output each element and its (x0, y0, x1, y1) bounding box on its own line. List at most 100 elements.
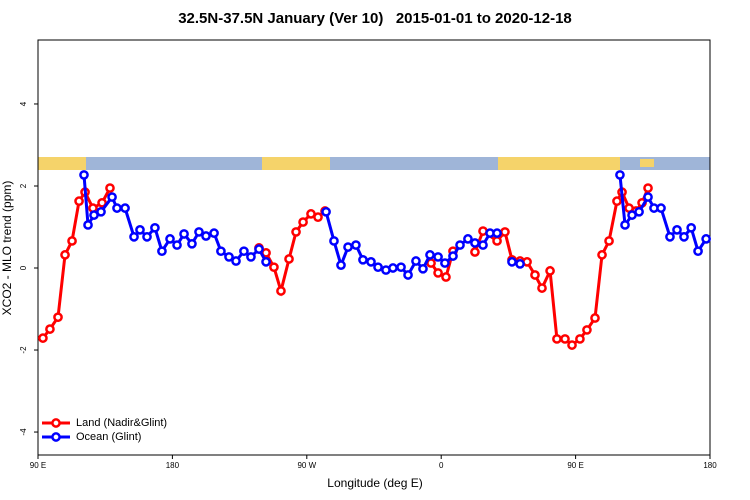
data-point (187, 238, 197, 249)
data-point (545, 266, 555, 276)
data-point (448, 251, 458, 261)
data-point (388, 263, 398, 273)
data-point (440, 258, 450, 268)
x-tick-label: 90 E (30, 461, 46, 470)
data-point (560, 334, 570, 344)
x-axis-label: Longitude (deg E) (327, 476, 422, 490)
data-point (567, 340, 577, 350)
data-point (38, 333, 48, 343)
data-point (492, 228, 502, 238)
x-tick-label: 90 W (297, 461, 316, 470)
data-point (455, 240, 465, 250)
legend-label: Ocean (Glint) (76, 431, 141, 443)
data-point (60, 250, 70, 260)
data-point (269, 262, 279, 273)
data-point (590, 313, 600, 323)
y-tick-label: 2 (19, 183, 28, 188)
data-point (105, 183, 115, 193)
data-point (672, 225, 682, 235)
data-point (358, 254, 368, 265)
data-point (441, 272, 451, 282)
data-point (470, 238, 480, 248)
data-point (507, 257, 517, 267)
data-point (366, 257, 376, 267)
data-point (418, 263, 428, 274)
data-point (120, 203, 130, 213)
data-point (634, 206, 644, 217)
data-point (615, 170, 625, 180)
data-point (492, 236, 502, 246)
data-point (194, 227, 204, 237)
data-point (298, 217, 308, 227)
data-point (515, 259, 525, 269)
y-tick-label: -4 (19, 428, 28, 436)
data-point (321, 206, 331, 217)
data-point (701, 234, 711, 244)
legend-marker (51, 418, 61, 428)
data-point (165, 234, 175, 244)
data-point (351, 240, 361, 250)
data-point (291, 227, 301, 237)
data-point (575, 334, 585, 344)
y-tick-label: 4 (19, 101, 28, 106)
data-point (179, 229, 189, 239)
data-point (552, 334, 562, 344)
data-point (254, 244, 264, 254)
data-point (643, 183, 653, 193)
data-point (74, 196, 84, 207)
data-point (79, 170, 89, 180)
land-strip (38, 157, 86, 170)
land-strip (640, 159, 654, 167)
data-point (656, 203, 666, 213)
data-point (470, 247, 480, 257)
data-point (478, 240, 488, 250)
data-point (96, 206, 106, 217)
data-point (665, 231, 675, 242)
data-point (463, 234, 473, 244)
data-point (97, 197, 107, 208)
data-point (107, 192, 117, 202)
plot-frame (37, 39, 711, 456)
data-point (135, 225, 145, 235)
y-axis-label: XCO2 - MLO trend (ppm) (0, 181, 14, 316)
land-strip (498, 157, 620, 170)
data-point (396, 262, 406, 273)
data-point (313, 212, 323, 223)
data-point (693, 246, 703, 257)
data-point (597, 250, 607, 260)
x-tick-label: 180 (166, 461, 180, 470)
data-point (209, 228, 219, 238)
data-point (239, 246, 249, 257)
data-point (686, 222, 697, 233)
data-point (604, 236, 614, 246)
data-point (112, 203, 122, 213)
legend-label: Land (Nadir&Glint) (76, 417, 167, 429)
data-point (343, 242, 353, 252)
data-point (216, 246, 226, 257)
data-point (411, 256, 421, 266)
data-point (530, 270, 540, 280)
data-point (373, 262, 383, 273)
data-point (276, 286, 286, 296)
legend-marker (51, 432, 61, 442)
x-tick-label: 180 (703, 461, 717, 470)
chart-title: 32.5N-37.5N January (Ver 10) 2015-01-01 … (178, 10, 572, 27)
data-point (433, 268, 443, 278)
data-point (433, 252, 443, 262)
series-line (41, 187, 650, 348)
data-point (172, 240, 182, 250)
land-strip (262, 157, 330, 170)
data-point (403, 270, 413, 280)
y-tick-label: 0 (19, 265, 28, 270)
data-point (679, 231, 689, 242)
data-point (612, 196, 622, 207)
data-point (261, 257, 271, 267)
data-point (537, 283, 547, 293)
data-point (425, 250, 435, 260)
data-point (284, 254, 294, 264)
data-point (246, 252, 256, 262)
data-point (67, 236, 77, 246)
data-point (231, 256, 241, 266)
